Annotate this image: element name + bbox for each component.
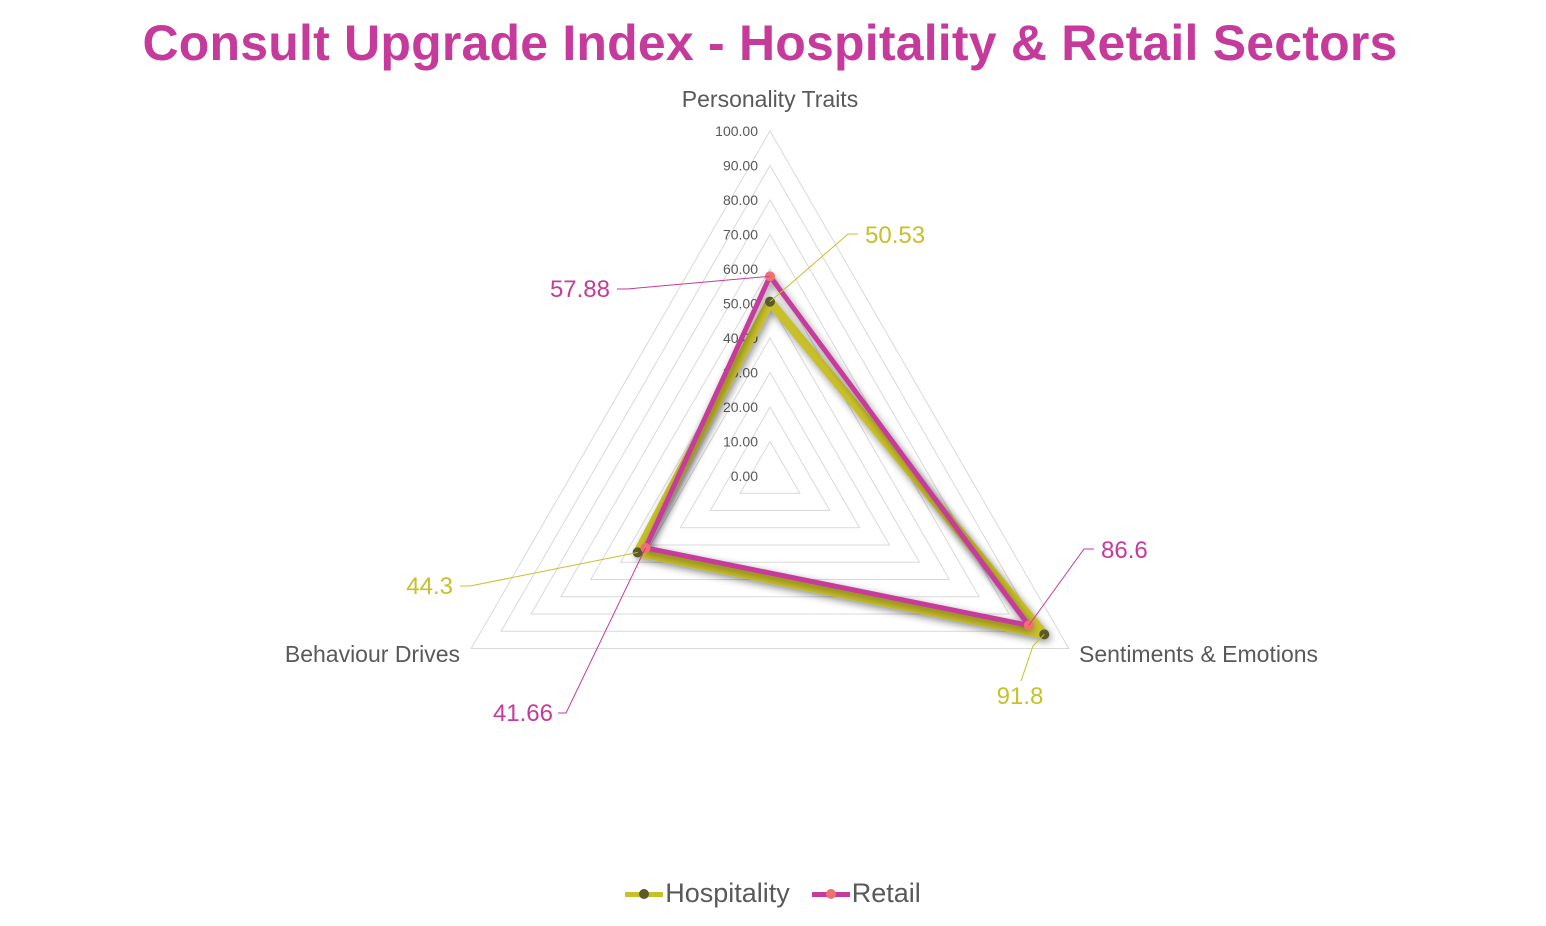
axis-label: Sentiments & Emotions	[1079, 641, 1318, 667]
leader-line	[1020, 634, 1045, 682]
legend-swatch-retail	[811, 885, 850, 903]
tick-label: 50.00	[723, 296, 758, 312]
tick-label: 80.00	[723, 192, 758, 208]
leader-line	[558, 547, 646, 714]
legend-swatch-hospitality	[625, 885, 664, 903]
tick-label: 0.00	[731, 468, 758, 484]
data-label-hospitality: 91.8	[997, 683, 1044, 710]
legend-label-retail: Retail	[851, 878, 921, 908]
leader-line	[460, 551, 638, 587]
tick-label: 70.00	[723, 227, 758, 243]
leader-line	[617, 275, 771, 290]
gridline-20	[709, 405, 831, 511]
gridline-30	[679, 371, 861, 529]
series-line-hospitality	[633, 297, 1049, 639]
tick-label: 10.00	[723, 434, 758, 450]
data-label-retail: 57.88	[550, 276, 610, 303]
gridline-80	[530, 198, 1010, 615]
tick-label: 60.00	[723, 261, 758, 277]
data-label-hospitality: 50.53	[865, 222, 925, 249]
leader-line	[769, 233, 858, 303]
series-line-retail	[643, 273, 1032, 628]
gridline-90	[500, 164, 1040, 632]
legend: Hospitality Retail	[0, 878, 1546, 909]
chart-title: Consult Upgrade Index - Hospitality & Re…	[142, 15, 1398, 71]
tick-label: 100.00	[715, 123, 758, 139]
axis-label: Behaviour Drives	[285, 641, 460, 667]
tick-label: 90.00	[723, 158, 758, 174]
data-label-hospitality: 44.3	[406, 573, 453, 600]
legend-item-hospitality[interactable]: Hospitality	[625, 878, 790, 909]
axis-label: Personality Traits	[682, 86, 858, 112]
leader-line	[1028, 548, 1094, 626]
data-label-retail: 41.66	[493, 700, 553, 727]
gridline-100	[470, 130, 1070, 649]
gridline-10	[739, 440, 801, 494]
data-label-retail: 86.6	[1101, 537, 1148, 564]
gridline-50	[619, 302, 921, 563]
legend-label-hospitality: Hospitality	[665, 878, 790, 908]
legend-item-retail[interactable]: Retail	[811, 878, 921, 909]
gridline-40	[649, 337, 891, 546]
tick-label: 20.00	[723, 399, 758, 415]
